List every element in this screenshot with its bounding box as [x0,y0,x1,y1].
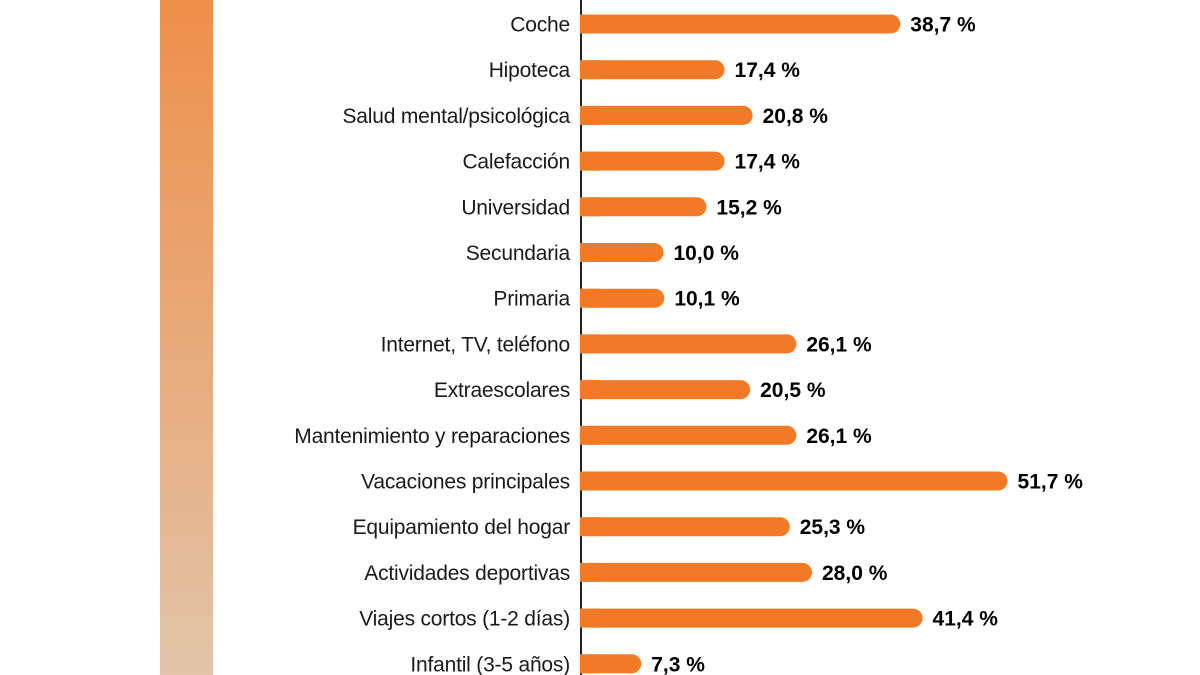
category-label: Equipamiento del hogar [353,516,571,539]
value-label: 51,7 % [1018,471,1084,494]
bar-base [580,654,599,674]
bar [580,334,797,354]
category-label: Coche [510,14,570,37]
bar [580,517,790,537]
bar-base [580,60,599,80]
value-label: 20,8 % [763,105,829,128]
value-label: 20,5 % [760,379,826,402]
value-label: 38,7 % [910,14,976,37]
bar-base [580,14,599,34]
category-label: Mantenimiento y reparaciones [294,425,570,448]
bar-base [580,105,599,125]
bar [580,471,1008,491]
bar [580,60,725,80]
bar [580,14,901,34]
bar-base [580,197,599,217]
bar-base [580,562,599,582]
category-label: Universidad [461,196,570,219]
value-label: 25,3 % [800,516,866,539]
category-label: Internet, TV, teléfono [381,333,570,356]
category-label: Calefacción [462,151,570,174]
bar [580,288,665,308]
category-label: Infantil (3-5 años) [410,653,570,675]
value-label: 7,3 % [651,653,705,675]
bar [580,562,812,582]
bar [580,608,923,628]
value-label: 26,1 % [806,333,872,356]
accent-strip [160,0,213,675]
category-label: Primaria [493,288,570,311]
category-label: Salud mental/psicológica [342,105,570,128]
bar-base [580,517,599,537]
category-label: Viajes cortos (1-2 días) [359,608,570,631]
bar-base [580,151,599,171]
bar-base [580,380,599,400]
value-label: 17,4 % [735,59,801,82]
bar-base [580,425,599,445]
bar-base [580,608,599,628]
bar-base [580,471,599,491]
bar-base [580,288,599,308]
bar [580,380,751,400]
value-label: 17,4 % [735,151,801,174]
category-label: Actividades deportivas [364,562,570,585]
bar [580,105,753,125]
category-label: Secundaria [466,242,571,265]
category-label: Hipoteca [489,59,571,82]
bar [580,197,707,217]
value-label: 10,1 % [674,288,740,311]
bar-base [580,334,599,354]
category-label: Extraescolares [434,379,570,402]
value-label: 10,0 % [674,242,740,265]
bar-base [580,243,599,262]
bar [580,425,797,445]
bar [580,243,664,262]
value-label: 28,0 % [822,562,888,585]
value-label: 41,4 % [933,608,999,631]
bar [580,151,725,171]
value-label: 26,1 % [806,425,872,448]
value-label: 15,2 % [716,196,782,219]
category-label: Vacaciones principales [361,471,570,494]
